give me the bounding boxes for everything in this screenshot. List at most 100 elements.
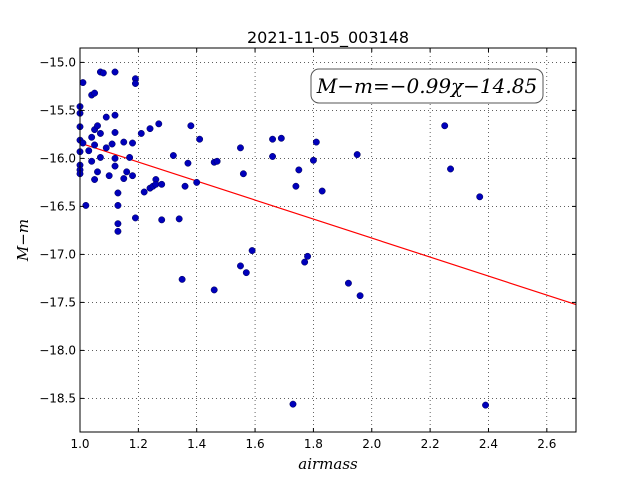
data-point [237, 144, 244, 152]
data-point [242, 269, 250, 277]
data-point [105, 172, 113, 180]
fit-line [79, 142, 577, 306]
data-point [126, 153, 134, 161]
data-point [289, 400, 297, 408]
data-point [111, 129, 119, 136]
data-point [158, 180, 166, 188]
data-point [309, 156, 317, 164]
data-point [120, 175, 128, 183]
data-point [140, 188, 148, 196]
x-axis-label: airmass [298, 455, 358, 473]
y-tick-label: −17.0 [39, 247, 76, 261]
data-point [312, 138, 320, 146]
data-point [88, 133, 96, 141]
data-point [94, 168, 101, 176]
y-axis-label: M−m [14, 219, 32, 262]
data-point [137, 129, 145, 137]
data-point [158, 216, 166, 224]
grid [79, 48, 576, 432]
data-point [131, 80, 139, 87]
data-point [181, 182, 189, 190]
x-tick-label: 1.8 [304, 437, 323, 451]
axis-ticks: 1.0 1.2 1.4 1.6 1.8 2.0 2.2 2.4 2.6 −15.0 −15.5 −16… [39, 48, 576, 451]
data-point [304, 252, 312, 260]
x-tick-label: 2.0 [362, 437, 381, 451]
data-points [76, 68, 490, 409]
data-point [155, 120, 163, 128]
data-point [99, 69, 107, 77]
data-point [102, 144, 110, 152]
data-point [295, 166, 303, 174]
data-point [301, 258, 309, 266]
data-point [318, 187, 326, 195]
data-point [123, 168, 131, 176]
data-point [96, 129, 104, 137]
data-point [476, 193, 484, 201]
y-tick-label: −16.5 [39, 199, 76, 213]
x-tick-label: 1.6 [246, 437, 265, 451]
data-point [441, 122, 449, 130]
x-tick-label: 1.2 [129, 437, 148, 451]
data-point [114, 201, 122, 209]
fit-line-group [79, 142, 577, 306]
data-point [146, 125, 154, 133]
annotation-text: M−m=−0.99χ−14.85 [316, 74, 537, 98]
data-point [79, 139, 87, 147]
data-point [239, 170, 247, 178]
data-point [277, 134, 285, 142]
data-point [114, 220, 122, 228]
data-point [447, 165, 454, 173]
data-point [237, 262, 244, 270]
data-point [111, 111, 119, 119]
x-tick-label: 2.6 [537, 437, 556, 451]
y-tick-label: −16.0 [39, 151, 76, 165]
data-point [79, 79, 87, 87]
data-point [108, 140, 116, 148]
data-point [111, 154, 119, 162]
data-point [175, 215, 183, 223]
data-point [344, 279, 352, 287]
x-tick-label: 2.4 [479, 437, 498, 451]
data-point [82, 201, 90, 209]
data-point [85, 147, 93, 155]
data-point [102, 113, 110, 121]
data-point [91, 176, 99, 183]
data-point [356, 292, 364, 300]
annotation-frame [310, 68, 544, 104]
y-tick-label: −15.0 [39, 55, 76, 69]
x-tick-label: 1.0 [70, 437, 89, 451]
data-point [196, 135, 204, 143]
data-point [114, 189, 122, 197]
data-point [94, 122, 101, 130]
data-point [91, 89, 99, 97]
data-point [353, 151, 361, 159]
data-point [269, 135, 277, 143]
annotation-box: M−m=−0.99χ−14.85 [310, 68, 544, 104]
y-tick-label: −18.0 [39, 343, 76, 357]
data-point [152, 180, 160, 188]
y-tick-label: −18.5 [39, 391, 76, 405]
data-point [111, 68, 119, 76]
data-point [96, 153, 104, 161]
data-point [210, 286, 218, 294]
data-point [187, 122, 195, 130]
axes-frame [79, 47, 577, 433]
data-point [129, 172, 136, 180]
y-tick-label: −15.5 [39, 103, 76, 117]
data-point [111, 162, 119, 170]
data-point [129, 139, 136, 147]
data-point [248, 247, 256, 255]
data-point [193, 178, 201, 186]
data-point [482, 401, 490, 409]
x-tick-label: 2.2 [421, 437, 440, 451]
data-point [213, 157, 221, 165]
data-point [131, 214, 139, 222]
data-point [169, 152, 177, 159]
data-point [269, 153, 277, 160]
data-point [184, 159, 192, 167]
x-tick-label: 1.4 [187, 437, 206, 451]
data-point [114, 227, 122, 235]
data-point [120, 138, 128, 146]
data-point [91, 141, 99, 149]
